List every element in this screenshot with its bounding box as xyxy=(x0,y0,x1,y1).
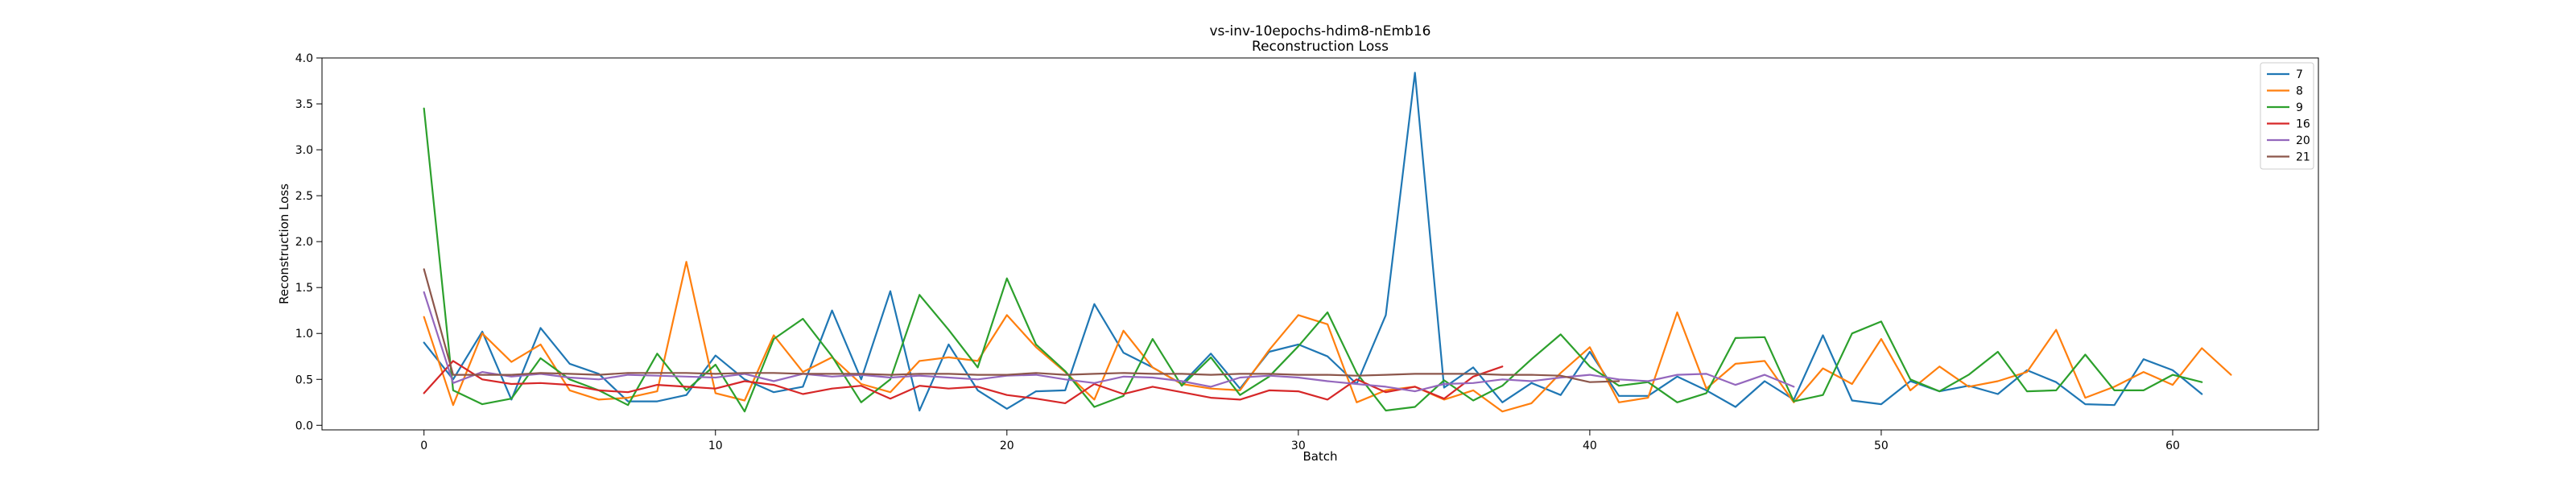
legend-label-20: 20 xyxy=(2296,134,2310,147)
legend-label-8: 8 xyxy=(2296,85,2303,98)
chart-title: vs-inv-10epochs-hdim8-nEmb16 xyxy=(1210,23,1431,39)
y-tick-label: 4.0 xyxy=(295,52,313,65)
series-line-8 xyxy=(423,261,2232,413)
x-tick-label: 20 xyxy=(1000,440,1014,452)
x-tick-label: 60 xyxy=(2165,440,2180,452)
chart-subtitle: Reconstruction Loss xyxy=(1252,39,1389,55)
y-tick-label: 0.5 xyxy=(295,374,313,386)
series-line-7 xyxy=(423,72,2203,412)
y-axis-label: Reconstruction Loss xyxy=(277,184,291,304)
legend-label-7: 7 xyxy=(2296,68,2303,81)
plot-frame xyxy=(321,57,2319,431)
legend-label-21: 21 xyxy=(2296,151,2310,164)
legend-box xyxy=(2260,62,2314,170)
x-tick-label: 50 xyxy=(1874,440,1889,452)
x-tick-label: 40 xyxy=(1583,440,1597,452)
legend-label-16: 16 xyxy=(2296,118,2310,131)
y-tick-label: 2.5 xyxy=(295,190,313,203)
x-tick-label: 30 xyxy=(1291,440,1306,452)
series-line-9 xyxy=(423,107,2203,413)
y-tick-label: 3.0 xyxy=(295,144,313,157)
y-tick-label: 1.0 xyxy=(295,328,313,341)
legend-label-9: 9 xyxy=(2296,101,2303,114)
y-axis-ticks: 0.0 0.5 1.0 1.5 2.0 2.5 3.0 3.5 4.0 xyxy=(295,52,322,432)
legend: 7 8 9 16 20 21 xyxy=(2260,62,2314,170)
y-tick-label: 1.5 xyxy=(295,282,313,295)
y-tick-label: 2.0 xyxy=(295,236,313,249)
series-line-21 xyxy=(423,268,1620,383)
x-axis-label: Batch xyxy=(1302,449,1337,464)
y-tick-label: 0.0 xyxy=(295,419,313,432)
series-layer xyxy=(423,72,2232,413)
x-tick-label: 0 xyxy=(420,440,427,452)
x-axis-ticks: 0 10 20 30 40 50 60 xyxy=(420,430,2180,452)
y-tick-label: 3.5 xyxy=(295,98,313,111)
series-line-20 xyxy=(423,291,1795,393)
series-line-16 xyxy=(423,360,1504,404)
legend-entries: 7 8 9 16 20 21 xyxy=(2267,68,2310,164)
x-tick-label: 10 xyxy=(708,440,723,452)
